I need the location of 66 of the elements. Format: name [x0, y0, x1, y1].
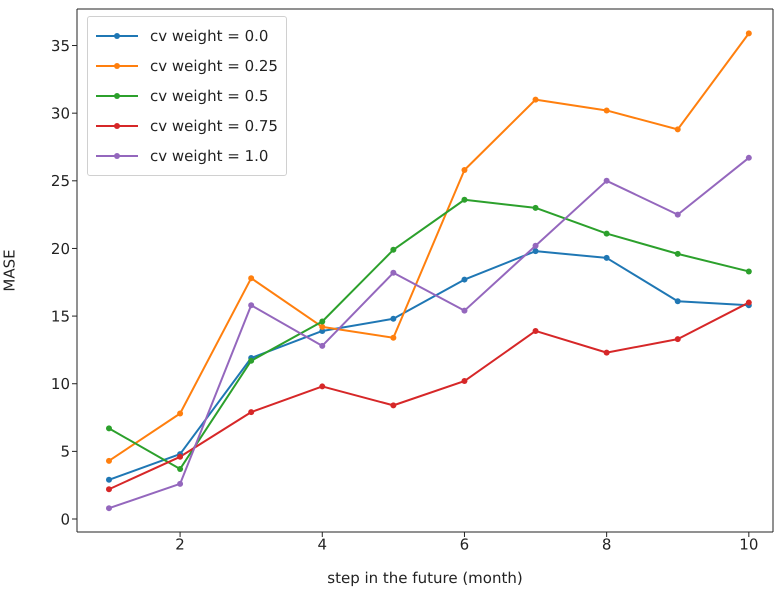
point: [248, 275, 254, 282]
point: [106, 476, 112, 483]
point: [390, 316, 396, 322]
x-tick-label: 6: [460, 536, 470, 554]
y-tick-label: 10: [50, 375, 70, 394]
point: [604, 178, 610, 184]
point: [674, 212, 681, 218]
point: [461, 196, 468, 203]
point: [461, 308, 468, 314]
x-tick-label: 2: [175, 536, 185, 554]
point: [674, 250, 681, 257]
point: [177, 480, 184, 487]
point: [746, 30, 752, 36]
point: [532, 328, 539, 334]
point: [746, 300, 752, 306]
point: [319, 383, 326, 390]
point: [674, 126, 681, 132]
x-tick-label: 4: [317, 536, 328, 554]
point: [532, 242, 539, 249]
point: [461, 276, 468, 283]
point: [746, 154, 752, 161]
point: [674, 336, 681, 342]
x-tick-label: 8: [602, 536, 612, 554]
y-tick-label: 20: [50, 240, 70, 258]
point: [746, 268, 752, 274]
point: [106, 505, 112, 512]
point: [674, 298, 681, 304]
y-axis-title: MASE: [0, 249, 18, 292]
point: [248, 302, 254, 308]
y-tick-label: 25: [50, 172, 70, 190]
point: [248, 409, 254, 416]
legend-label: cv weight = 0.0: [150, 27, 268, 45]
point: [390, 246, 396, 253]
point: [604, 107, 610, 114]
point: [319, 318, 326, 324]
legend-label: cv weight = 1.0: [150, 147, 268, 165]
legend-label: cv weight = 0.5: [150, 87, 268, 105]
point: [604, 350, 610, 356]
point: [106, 425, 112, 432]
point: [390, 270, 396, 276]
legend-label: cv weight = 0.25: [150, 57, 278, 75]
point: [461, 166, 468, 173]
y-tick-label: 35: [50, 36, 70, 55]
point: [177, 410, 184, 416]
point: [390, 334, 396, 341]
point: [604, 254, 610, 261]
point: [390, 402, 396, 408]
point: [248, 358, 254, 364]
point: [532, 204, 539, 211]
point: [532, 248, 539, 254]
point: [106, 486, 112, 492]
legend-label: cv weight = 0.75: [150, 117, 278, 135]
x-axis-title: step in the future (month): [327, 569, 523, 587]
point: [177, 454, 184, 460]
y-tick-label: 0: [60, 510, 70, 528]
point: [461, 378, 468, 384]
y-tick-label: 30: [50, 104, 70, 122]
point: [532, 96, 539, 103]
y-tick-label: 5: [60, 442, 70, 461]
x-tick-label: 10: [739, 536, 758, 554]
point: [604, 230, 610, 237]
point: [106, 458, 112, 464]
y-tick-label: 15: [50, 307, 70, 326]
point: [177, 466, 184, 472]
point: [319, 342, 326, 349]
point: [319, 324, 326, 330]
